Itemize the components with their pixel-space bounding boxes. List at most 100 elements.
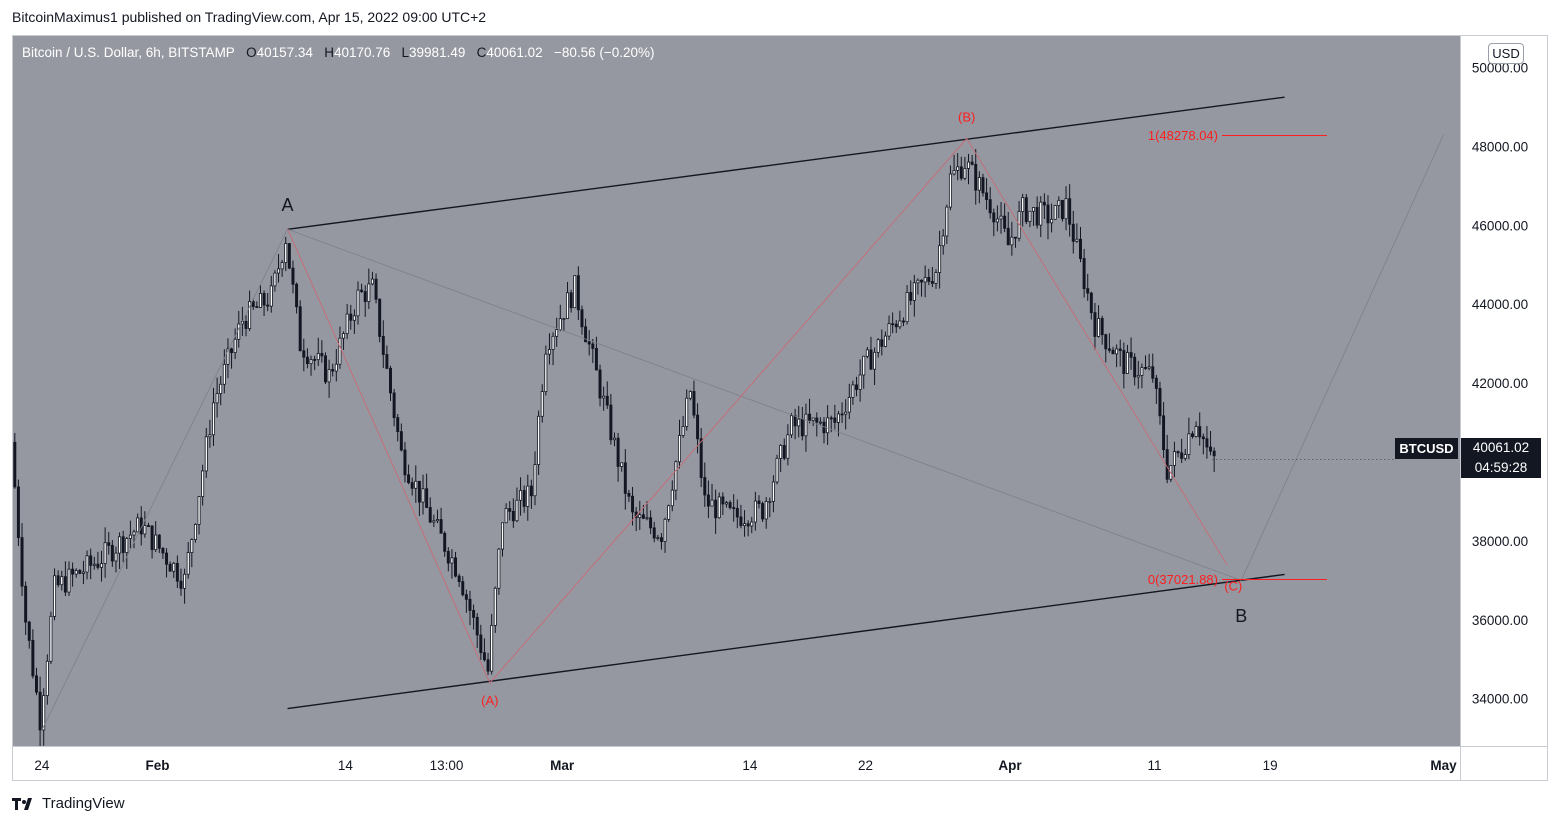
wave-label: A bbox=[282, 195, 294, 215]
candle-down bbox=[157, 534, 161, 549]
legend-close: 40061.02 bbox=[486, 45, 543, 60]
candle-down bbox=[699, 438, 703, 478]
candle-up bbox=[515, 499, 519, 522]
candle-down bbox=[107, 542, 111, 546]
candle-up bbox=[717, 496, 721, 519]
candle-up bbox=[844, 411, 848, 415]
candle-up bbox=[977, 177, 981, 191]
candle-up bbox=[934, 272, 938, 284]
candle-up bbox=[790, 415, 793, 436]
candle-up bbox=[172, 562, 176, 572]
candle-up bbox=[497, 548, 501, 589]
currency-button[interactable]: USD bbox=[1488, 43, 1524, 64]
candle-up bbox=[836, 413, 840, 423]
candle-down bbox=[1158, 388, 1162, 417]
candle-down bbox=[833, 417, 837, 423]
candle-down bbox=[793, 415, 797, 427]
candle-down bbox=[815, 417, 819, 423]
candle-up bbox=[775, 457, 779, 483]
candle-up bbox=[143, 525, 147, 535]
candle-up bbox=[1010, 236, 1014, 246]
time-tick-label: 24 bbox=[34, 758, 50, 773]
candle-up bbox=[526, 485, 530, 507]
candle-down bbox=[609, 404, 613, 441]
price-tick-label: 48000.00 bbox=[1472, 139, 1528, 154]
candle-up bbox=[1125, 352, 1129, 374]
candle-up bbox=[233, 338, 237, 353]
channel-lower-line[interactable] bbox=[287, 573, 1285, 710]
candle-up bbox=[916, 279, 920, 284]
candle-down bbox=[313, 359, 317, 361]
candle-up bbox=[566, 292, 570, 319]
candle-down bbox=[439, 519, 443, 534]
candle-up bbox=[555, 329, 559, 337]
price-tick-label: 46000.00 bbox=[1472, 218, 1528, 233]
candle-down bbox=[974, 163, 978, 191]
candle-up bbox=[193, 524, 197, 540]
price-scale-bg[interactable] bbox=[1461, 36, 1547, 746]
candle-up bbox=[356, 289, 360, 317]
candle-down bbox=[302, 350, 306, 358]
candle-down bbox=[486, 659, 490, 672]
candle-down bbox=[121, 536, 125, 553]
candle-down bbox=[981, 177, 985, 194]
candle-down bbox=[161, 547, 165, 554]
candle-up bbox=[905, 292, 909, 323]
candle-down bbox=[808, 413, 812, 421]
candle-down bbox=[869, 349, 873, 370]
candle-down bbox=[475, 616, 479, 636]
candle-down bbox=[959, 166, 963, 179]
candle-down bbox=[970, 161, 974, 165]
candle-up bbox=[45, 660, 49, 696]
candle-up bbox=[208, 434, 212, 438]
candle-down bbox=[594, 348, 598, 371]
candle-up bbox=[876, 339, 880, 353]
candle-up bbox=[887, 323, 891, 337]
candle-down bbox=[1086, 288, 1090, 294]
tradingview-branding[interactable]: TradingView bbox=[12, 795, 125, 812]
candle-up bbox=[851, 384, 855, 398]
candle-up bbox=[309, 359, 313, 365]
candle-down bbox=[323, 355, 327, 383]
candle-up bbox=[688, 391, 692, 399]
time-scale-bg[interactable] bbox=[13, 747, 1460, 780]
candle-up bbox=[602, 395, 606, 399]
candle-up bbox=[999, 215, 1003, 220]
candle-up bbox=[414, 480, 418, 489]
candle-down bbox=[1093, 312, 1097, 337]
candle-down bbox=[746, 523, 750, 527]
candle-down bbox=[584, 326, 588, 343]
candle-down bbox=[150, 525, 154, 551]
candle-down bbox=[891, 323, 895, 326]
candle-up bbox=[132, 531, 136, 536]
candle-up bbox=[136, 517, 140, 533]
abc-wave-line[interactable] bbox=[287, 137, 1228, 684]
candle-down bbox=[13, 441, 17, 488]
candle-up bbox=[533, 464, 537, 497]
price-tick-label: 36000.00 bbox=[1472, 613, 1528, 628]
candle-down bbox=[782, 445, 786, 459]
candle-up bbox=[768, 500, 772, 503]
candle-down bbox=[1205, 438, 1209, 448]
time-tick-label: 14 bbox=[338, 758, 354, 773]
candle-down bbox=[428, 507, 432, 523]
candle-down bbox=[165, 552, 169, 565]
wave-projection-line bbox=[287, 228, 1242, 581]
price-tick-label: 34000.00 bbox=[1472, 692, 1528, 707]
time-tick-label: 14 bbox=[742, 758, 758, 773]
candle-down bbox=[1180, 452, 1184, 459]
candle-down bbox=[930, 281, 934, 284]
candle-up bbox=[804, 413, 808, 437]
candle-up bbox=[1039, 201, 1043, 226]
candle-down bbox=[31, 639, 35, 677]
candle-down bbox=[396, 417, 400, 433]
plot-area[interactable] bbox=[13, 36, 1460, 746]
channel-upper-line[interactable] bbox=[287, 96, 1285, 230]
candle-down bbox=[927, 277, 931, 282]
candle-down bbox=[1144, 367, 1148, 369]
wave-label: (B) bbox=[958, 110, 975, 125]
candle-up bbox=[493, 587, 497, 626]
candle-down bbox=[757, 500, 761, 504]
candle-down bbox=[800, 418, 804, 437]
